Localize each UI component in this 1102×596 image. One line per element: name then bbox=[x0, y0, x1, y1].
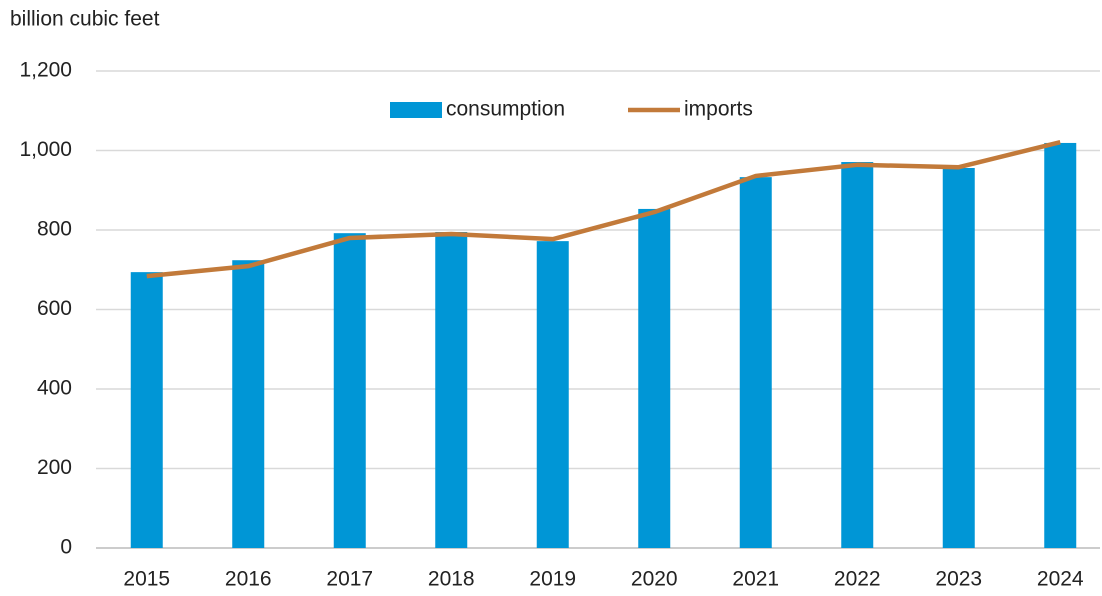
x-tick-label: 2016 bbox=[225, 568, 272, 591]
y-tick-label: 400 bbox=[37, 377, 72, 400]
line bbox=[146, 139, 1061, 279]
x-tick-label: 2024 bbox=[1037, 568, 1084, 591]
legend-label: imports bbox=[684, 98, 753, 121]
y-tick-label: 1,000 bbox=[19, 138, 72, 161]
bar bbox=[333, 233, 366, 548]
bar bbox=[739, 177, 772, 548]
x-tick-label: 2023 bbox=[935, 568, 982, 591]
x-tick-label: 2019 bbox=[529, 568, 576, 591]
x-tick-label: 2017 bbox=[326, 568, 373, 591]
bar bbox=[435, 231, 468, 549]
bar bbox=[232, 260, 265, 548]
y-tick-label: 1,200 bbox=[19, 59, 72, 82]
y-tick-label: 600 bbox=[37, 297, 72, 320]
bar bbox=[536, 241, 569, 548]
bar bbox=[638, 208, 671, 548]
bar bbox=[841, 162, 874, 548]
y-axis-label: billion cubic feet bbox=[10, 8, 160, 31]
bar bbox=[1044, 142, 1077, 548]
x-tick-label: 2020 bbox=[631, 568, 678, 591]
x-tick-label: 2021 bbox=[732, 568, 779, 591]
x-tick-label: 2022 bbox=[834, 568, 881, 591]
y-tick-label: 800 bbox=[37, 218, 72, 241]
y-tick-label: 0 bbox=[60, 536, 72, 559]
x-tick-label: 2018 bbox=[428, 568, 475, 591]
legend-swatch bbox=[390, 102, 442, 118]
x-tick-label: 2015 bbox=[123, 568, 170, 591]
y-tick-label: 200 bbox=[37, 456, 72, 479]
legend-label: consumption bbox=[446, 98, 565, 121]
bar bbox=[942, 167, 975, 549]
bar bbox=[130, 272, 163, 548]
